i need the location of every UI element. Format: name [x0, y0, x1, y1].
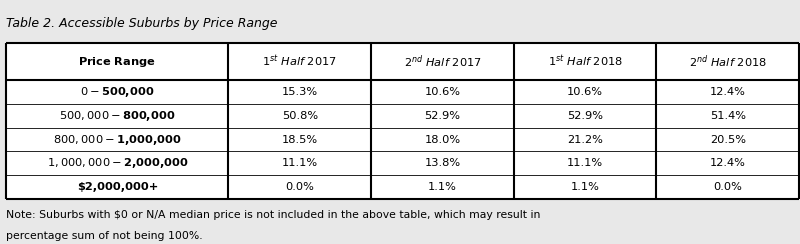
Text: 1.1%: 1.1%	[428, 182, 457, 192]
Text: 18.0%: 18.0%	[424, 135, 461, 145]
Text: 11.1%: 11.1%	[567, 158, 603, 168]
Text: $500,000-$800,000: $500,000-$800,000	[59, 109, 176, 123]
Text: 21.2%: 21.2%	[567, 135, 603, 145]
Text: Note: Suburbs with $0 or N/A median price is not included in the above table, wh: Note: Suburbs with $0 or N/A median pric…	[6, 210, 541, 220]
Text: 18.5%: 18.5%	[282, 135, 318, 145]
Text: 0.0%: 0.0%	[714, 182, 742, 192]
Text: $0-$500,000: $0-$500,000	[80, 85, 154, 99]
Text: 10.6%: 10.6%	[567, 87, 603, 97]
Text: 15.3%: 15.3%	[282, 87, 318, 97]
Text: 12.4%: 12.4%	[710, 87, 746, 97]
Text: $\mathbf{\mathit{2^{nd}\ Half\ 2018}}$: $\mathbf{\mathit{2^{nd}\ Half\ 2018}}$	[689, 53, 767, 70]
Text: 51.4%: 51.4%	[710, 111, 746, 121]
Text: $\mathbf{\mathit{1^{st}\ Half\ 2017}}$: $\mathbf{\mathit{1^{st}\ Half\ 2017}}$	[262, 54, 338, 69]
Text: 1.1%: 1.1%	[570, 182, 599, 192]
Text: 13.8%: 13.8%	[424, 158, 461, 168]
Text: 0.0%: 0.0%	[286, 182, 314, 192]
Text: $\mathbf{\mathit{2^{nd}\ Half\ 2017}}$: $\mathbf{\mathit{2^{nd}\ Half\ 2017}}$	[403, 53, 482, 70]
Text: 11.1%: 11.1%	[282, 158, 318, 168]
Text: $\bf{Price\ Range}$: $\bf{Price\ Range}$	[78, 55, 156, 69]
Text: $\mathbf{\mathit{1^{st}\ Half\ 2018}}$: $\mathbf{\mathit{1^{st}\ Half\ 2018}}$	[547, 54, 622, 69]
Text: 52.9%: 52.9%	[567, 111, 603, 121]
Text: 50.8%: 50.8%	[282, 111, 318, 121]
Text: percentage sum of not being 100%.: percentage sum of not being 100%.	[6, 231, 203, 241]
Text: 52.9%: 52.9%	[425, 111, 461, 121]
Text: 20.5%: 20.5%	[710, 135, 746, 145]
Text: 12.4%: 12.4%	[710, 158, 746, 168]
Text: $2,000,000+: $2,000,000+	[77, 182, 158, 192]
Text: Table 2. Accessible Suburbs by Price Range: Table 2. Accessible Suburbs by Price Ran…	[6, 17, 278, 30]
Text: $800,000-$1,000,000: $800,000-$1,000,000	[53, 133, 182, 147]
Text: $1,000,000-$2,000,000: $1,000,000-$2,000,000	[46, 156, 188, 170]
Text: 10.6%: 10.6%	[425, 87, 461, 97]
Bar	[6, 43, 799, 199]
